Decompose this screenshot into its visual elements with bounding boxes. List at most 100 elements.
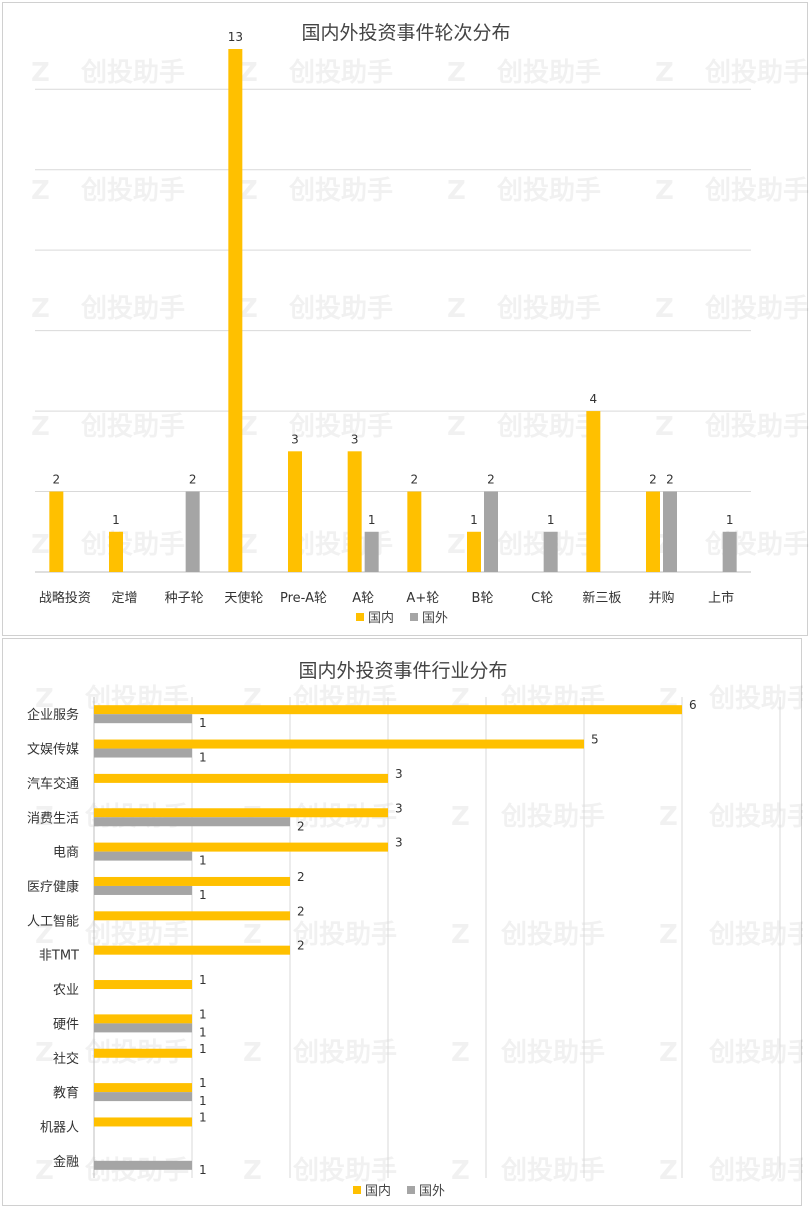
data-label: 2 <box>411 473 419 487</box>
watermark-z: Z <box>447 58 466 88</box>
legend-label-1: 国外 <box>419 1184 445 1199</box>
watermark-z: Z <box>659 802 678 832</box>
watermark-text: 创投助手 <box>80 530 185 560</box>
watermark-text: 创投助手 <box>500 1038 605 1068</box>
y-tick-label: 农业 <box>53 983 79 998</box>
watermark-z: Z <box>239 176 258 206</box>
watermark-z: Z <box>35 684 54 714</box>
watermark-text: 创投助手 <box>288 176 393 206</box>
watermark-text: 创投助手 <box>288 294 393 324</box>
bar-domestic <box>467 531 481 572</box>
watermark-z: Z <box>447 530 466 560</box>
data-label: 1 <box>112 513 120 527</box>
data-label: 13 <box>228 30 243 44</box>
bar-foreign <box>94 748 192 758</box>
data-label: 1 <box>368 513 376 527</box>
watermark-text: 创投助手 <box>84 920 189 950</box>
bar-domestic <box>94 842 388 852</box>
data-label: 1 <box>470 513 478 527</box>
watermark-text: 创投助手 <box>496 412 601 442</box>
bar-domestic <box>94 911 290 921</box>
industry-distribution-panel: Z 创投助手 Z 创投助手 Z 创投助手 Z 创投助手 Z 创投助手 Z 创投助手 Z 创投助手 Z 创投助手… <box>2 638 810 1206</box>
watermark-z: Z <box>447 412 466 442</box>
y-tick-label: 消费生活 <box>27 811 79 826</box>
bar-foreign <box>94 885 192 895</box>
watermark-z: Z <box>655 412 674 442</box>
data-label: 1 <box>199 888 207 902</box>
watermark-z: Z <box>243 1156 262 1186</box>
data-label: 1 <box>726 513 734 527</box>
watermark-z: Z <box>35 1038 54 1068</box>
y-tick-label: 医疗健康 <box>27 879 79 895</box>
watermark-text: 创投助手 <box>292 1156 397 1186</box>
watermark-z: Z <box>451 920 470 950</box>
watermark-z: Z <box>31 176 50 206</box>
data-label: 1 <box>199 1094 207 1108</box>
data-label: 1 <box>199 716 207 730</box>
data-label: 2 <box>297 904 305 918</box>
y-tick-label: 社交 <box>53 1051 79 1067</box>
watermark-text: 创投助手 <box>80 58 185 88</box>
x-tick-label: B轮 <box>472 591 494 606</box>
watermark-text: 创投助手 <box>708 1156 803 1186</box>
data-label: 2 <box>487 473 495 487</box>
watermark-z: Z <box>35 920 54 950</box>
data-label: 3 <box>395 767 403 781</box>
bar-domestic <box>586 411 601 572</box>
data-label: 3 <box>395 836 403 850</box>
watermark-z: Z <box>655 58 674 88</box>
watermark-z: Z <box>31 58 50 88</box>
industry-distribution-chart: Z 创投助手 Z 创投助手 Z 创投助手 Z 创投助手 Z 创投助手 Z 创投助手 Z 创投助手 Z 创投助手… <box>27 660 810 1199</box>
y-tick-label: 非TMT <box>39 949 79 964</box>
legend-swatch-0 <box>356 613 364 621</box>
watermark-text: 创投助手 <box>708 802 803 832</box>
bar-foreign <box>484 491 498 572</box>
data-label: 1 <box>199 973 207 987</box>
bar-foreign <box>94 1160 192 1170</box>
bar-domestic <box>94 945 290 955</box>
y-tick-label: 硬件 <box>53 1017 79 1032</box>
legend: 国内 国外 <box>353 1183 445 1199</box>
data-label: 3 <box>395 801 403 815</box>
watermark-z: Z <box>31 530 50 560</box>
bar-foreign <box>94 1092 192 1102</box>
data-label: 2 <box>666 473 674 487</box>
watermark-text: 创投助手 <box>80 412 185 442</box>
bar-domestic <box>407 491 422 572</box>
bar-foreign <box>663 491 677 572</box>
watermark-text: 创投助手 <box>704 176 809 206</box>
bar-domestic <box>94 1014 192 1024</box>
watermark-text: 创投助手 <box>704 412 809 442</box>
watermark-layer: Z 创投助手 Z 创投助手 Z 创投助手 Z 创投助手 Z 创投助手 Z 创投助手 Z 创投助手 Z 创投助手… <box>35 684 810 1186</box>
bar-domestic <box>109 531 123 572</box>
y-tick-label: 教育 <box>53 1085 79 1101</box>
data-label: 6 <box>689 698 697 712</box>
bar-foreign <box>185 491 200 572</box>
watermark-z: Z <box>239 58 258 88</box>
x-tick-label: 天使轮 <box>224 590 263 606</box>
x-tick-label: A+轮 <box>406 591 439 606</box>
watermark-z: Z <box>451 1156 470 1186</box>
watermark-z: Z <box>243 1038 262 1068</box>
legend-label-0: 国内 <box>368 610 394 626</box>
watermark-text: 创投助手 <box>704 530 809 560</box>
watermark-z: Z <box>655 176 674 206</box>
watermark-text: 创投助手 <box>288 58 393 88</box>
watermark-z: Z <box>239 412 258 442</box>
y-tick-label: 企业服务 <box>27 707 79 723</box>
x-tick-label: C轮 <box>531 591 553 606</box>
bar-domestic <box>94 773 388 783</box>
legend: 国内 国外 <box>356 610 448 626</box>
x-tick-label: A轮 <box>352 591 374 606</box>
x-tick-label: 战略投资 <box>39 590 91 606</box>
data-label: 4 <box>590 392 598 406</box>
bar-foreign <box>94 817 290 827</box>
data-label: 2 <box>297 870 305 884</box>
x-tick-label: 种子轮 <box>165 591 204 606</box>
bar-domestic <box>94 1117 192 1127</box>
watermark-text: 创投助手 <box>496 58 601 88</box>
bar-domestic <box>94 980 192 990</box>
bar-domestic <box>347 451 362 572</box>
bar-foreign <box>94 1023 192 1033</box>
x-tick-label: Pre-A轮 <box>280 591 327 606</box>
